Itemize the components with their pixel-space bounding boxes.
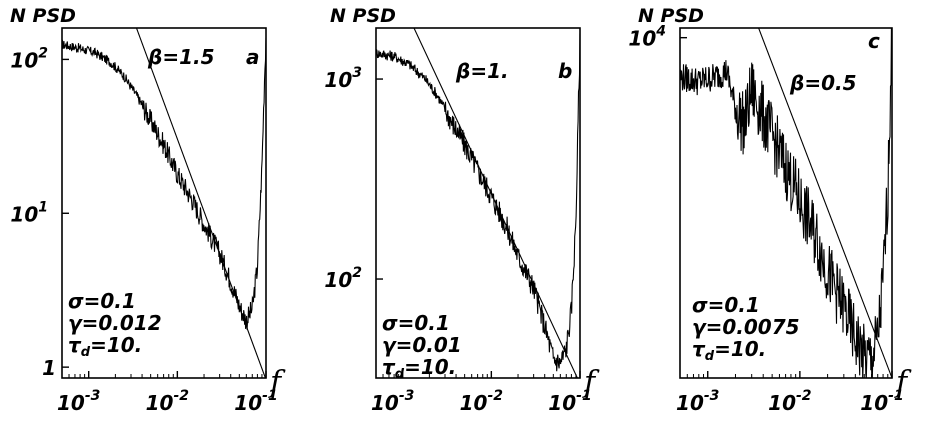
y-tick-label: 102: [324, 265, 362, 292]
y-tick-label: 104: [628, 24, 666, 51]
psd-trace: [62, 37, 266, 330]
beta-label: β=1.5: [147, 45, 215, 69]
param-label: σ=0.1: [692, 293, 760, 317]
param-label: γ=0.012: [68, 311, 162, 335]
psd-trace: [680, 28, 892, 378]
y-axis-label: N PSD: [10, 5, 76, 27]
tau-value: =10.: [714, 337, 766, 361]
param-label: γ=0.01: [382, 333, 462, 357]
y-tick-label: 103: [324, 65, 362, 92]
y-axis-label: N PSD: [330, 5, 396, 27]
tau-value: =10.: [90, 333, 142, 357]
y-axis-label: N PSD: [638, 5, 704, 27]
tau-label: τd=10.: [68, 333, 142, 360]
y-tick-exponent: 4: [655, 24, 666, 40]
beta-label: β=1.: [455, 59, 509, 83]
panel-letter: b: [558, 59, 572, 83]
x-tick-label: 10-2: [460, 388, 503, 415]
x-tick-label: 10-2: [146, 388, 189, 415]
x-tick-label: 10-3: [57, 388, 100, 415]
tau-label: τd=10.: [692, 337, 766, 364]
y-tick-exponent: 3: [352, 65, 362, 81]
y-tick-label: 1: [42, 356, 56, 380]
panel-letter: a: [246, 45, 260, 69]
power-law-fit-line: [413, 28, 578, 378]
tau-subscript: d: [705, 349, 715, 364]
panel-letter: c: [868, 29, 880, 53]
x-tick-exponent: -2: [173, 388, 189, 404]
tau-value: =10.: [404, 355, 456, 379]
tau-subscript: d: [395, 367, 405, 382]
x-tick-label: 10-3: [676, 388, 719, 415]
y-tick-exponent: 2: [38, 45, 48, 61]
x-tick-label: 10-1: [234, 388, 277, 415]
x-tick-exponent: -3: [704, 388, 720, 404]
x-tick-label: 10-3: [371, 388, 414, 415]
x-tick-exponent: -3: [85, 388, 101, 404]
tau-subscript: d: [81, 345, 91, 360]
y-tick-exponent: 1: [38, 199, 48, 215]
psd-trace: [376, 33, 580, 372]
x-tick-label: 10-1: [860, 388, 903, 415]
param-label: σ=0.1: [382, 311, 450, 335]
beta-label: β=0.5: [789, 71, 857, 95]
x-tick-exponent: -2: [796, 388, 812, 404]
x-tick-exponent: -1: [576, 388, 592, 404]
param-label: σ=0.1: [68, 289, 136, 313]
y-tick-label: 102: [10, 45, 48, 72]
y-tick-label: 101: [10, 199, 48, 226]
tau-label: τd=10.: [382, 355, 456, 382]
x-tick-exponent: -1: [888, 388, 904, 404]
x-tick-label: 10-1: [548, 388, 591, 415]
param-label: γ=0.0075: [692, 315, 800, 339]
power-law-fit-line: [135, 28, 266, 378]
x-tick-exponent: -3: [399, 388, 415, 404]
y-tick-exponent: 2: [352, 265, 362, 281]
x-tick-label: 10-2: [768, 388, 811, 415]
x-tick-exponent: -2: [487, 388, 503, 404]
x-tick-exponent: -1: [262, 388, 278, 404]
power-law-fit-line: [758, 28, 892, 378]
